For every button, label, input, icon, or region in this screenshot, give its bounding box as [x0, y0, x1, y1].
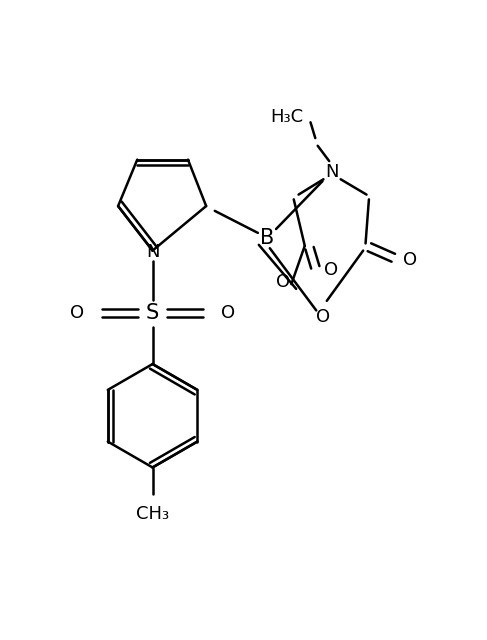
Text: B: B — [261, 228, 275, 248]
Text: H₃C: H₃C — [270, 108, 303, 125]
Text: O: O — [403, 251, 417, 269]
Text: N: N — [146, 243, 159, 261]
Text: S: S — [146, 303, 159, 323]
Text: O: O — [221, 304, 235, 322]
Text: N: N — [325, 163, 339, 180]
Text: O: O — [323, 260, 337, 279]
Text: CH₃: CH₃ — [136, 505, 169, 523]
Text: O: O — [276, 273, 290, 291]
Text: O: O — [70, 304, 84, 322]
Text: O: O — [317, 308, 331, 326]
